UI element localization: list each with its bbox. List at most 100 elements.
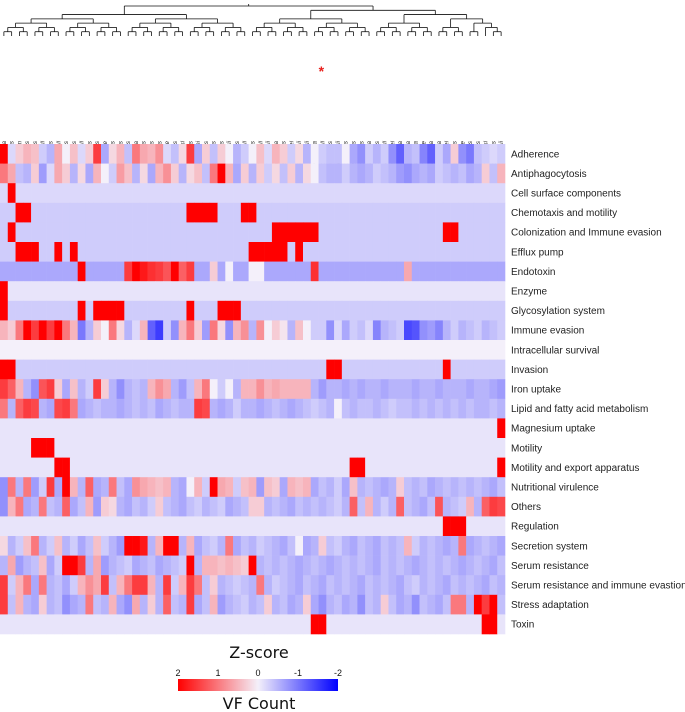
heatmap-cell: [31, 222, 40, 243]
heatmap-cell: [233, 555, 242, 576]
heatmap-cell: [202, 202, 211, 223]
heatmap-cell: [341, 359, 350, 380]
heatmap-cell: [365, 516, 374, 537]
heatmap-cell: [248, 516, 257, 537]
heatmap-cell: [442, 536, 451, 556]
heatmap-cell: [372, 300, 381, 321]
heatmap-cell: [15, 163, 24, 184]
heatmap-cell: [132, 222, 141, 243]
heatmap-cell: [295, 222, 304, 243]
heatmap-cell: [458, 398, 467, 419]
row-label: Others: [511, 502, 541, 513]
heatmap-cell: [303, 163, 312, 184]
heatmap-cell: [155, 359, 164, 380]
heatmap-cell: [295, 379, 304, 400]
heatmap-cell: [349, 614, 358, 635]
heatmap-cell: [380, 575, 389, 596]
heatmap-cell: [116, 614, 125, 635]
heatmap-cell: [357, 183, 366, 204]
heatmap-cell: [15, 594, 24, 615]
heatmap-cell: [147, 359, 156, 380]
heatmap-cell: [85, 222, 94, 243]
heatmap-cell: [202, 594, 211, 615]
heatmap-cell: [326, 438, 335, 458]
heatmap-cell: [248, 594, 257, 615]
heatmap-cell: [442, 202, 451, 223]
heatmap-cell: [101, 477, 110, 498]
heatmap-cell: [287, 438, 296, 458]
heatmap-cell: [170, 340, 179, 360]
heatmap-cell: [163, 496, 172, 517]
heatmap-cell: [15, 300, 24, 321]
heatmap-cell: [372, 261, 381, 282]
heatmap-cell: [303, 222, 312, 243]
heatmap-cell: [23, 300, 32, 321]
heatmap-cell: [303, 281, 312, 302]
heatmap-cell: [279, 163, 288, 184]
heatmap-cell: [225, 477, 234, 498]
heatmap-cell: [427, 340, 436, 360]
heatmap-cell: [225, 340, 234, 360]
heatmap-cell: [46, 575, 55, 596]
heatmap-cell: [163, 516, 172, 537]
heatmap-cell: [380, 594, 389, 615]
heatmap-cell: [310, 614, 319, 635]
heatmap-cell: [450, 438, 459, 458]
heatmap-cell: [124, 536, 133, 556]
heatmap-cell: [7, 320, 16, 341]
heatmap-cell: [15, 261, 24, 282]
heatmap-cell: [54, 379, 63, 400]
heatmap-cell: [69, 438, 78, 458]
heatmap-cell: [271, 340, 280, 360]
heatmap-cell: [108, 242, 117, 262]
heatmap-cell: [341, 516, 350, 537]
heatmap-cell: [326, 398, 335, 419]
heatmap-cell: [256, 398, 265, 419]
heatmap-cell: [139, 536, 148, 556]
heatmap-cell: [256, 438, 265, 458]
heatmap-cell: [271, 379, 280, 400]
heatmap-cell: [93, 398, 102, 419]
heatmap-cell: [54, 144, 63, 164]
heatmap-cell: [388, 261, 397, 282]
heatmap-cell: [310, 555, 319, 576]
heatmap-cell: [435, 202, 444, 223]
heatmap-cell: [62, 457, 71, 478]
heatmap-cell: [7, 242, 16, 262]
heatmap-cell: [46, 536, 55, 556]
heatmap-cell: [101, 575, 110, 596]
heatmap-cell: [85, 163, 94, 184]
heatmap-cell: [23, 144, 32, 164]
heatmap-cell: [132, 359, 141, 380]
heatmap-cell: [427, 163, 436, 184]
heatmap-cell: [38, 555, 47, 576]
heatmap-cell: [295, 183, 304, 204]
heatmap-cell: [38, 496, 47, 517]
heatmap-cell: [404, 202, 413, 223]
heatmap-cell: [481, 359, 490, 380]
heatmap-cell: [77, 575, 86, 596]
heatmap-cell: [248, 183, 257, 204]
heatmap-cell: [450, 242, 459, 262]
heatmap-cell: [194, 457, 203, 478]
heatmap-cell: [427, 614, 436, 635]
heatmap-cell: [481, 594, 490, 615]
heatmap-cell: [334, 477, 343, 498]
heatmap-cell: [155, 457, 164, 478]
heatmap-cell: [147, 340, 156, 360]
heatmap-cell: [77, 516, 86, 537]
heatmap-cell: [489, 163, 498, 184]
heatmap-cell: [341, 555, 350, 576]
heatmap-cell: [202, 379, 211, 400]
heatmap-cell: [233, 300, 242, 321]
heatmap-cell: [279, 222, 288, 243]
heatmap-cell: [77, 320, 86, 341]
heatmap-cell: [69, 261, 78, 282]
heatmap-cell: [163, 163, 172, 184]
heatmap-cell: [349, 438, 358, 458]
heatmap-cell: [132, 183, 141, 204]
heatmap-cell: [186, 359, 195, 380]
heatmap-cell: [372, 457, 381, 478]
heatmap-cell: [0, 594, 9, 615]
heatmap-cell: [178, 438, 187, 458]
